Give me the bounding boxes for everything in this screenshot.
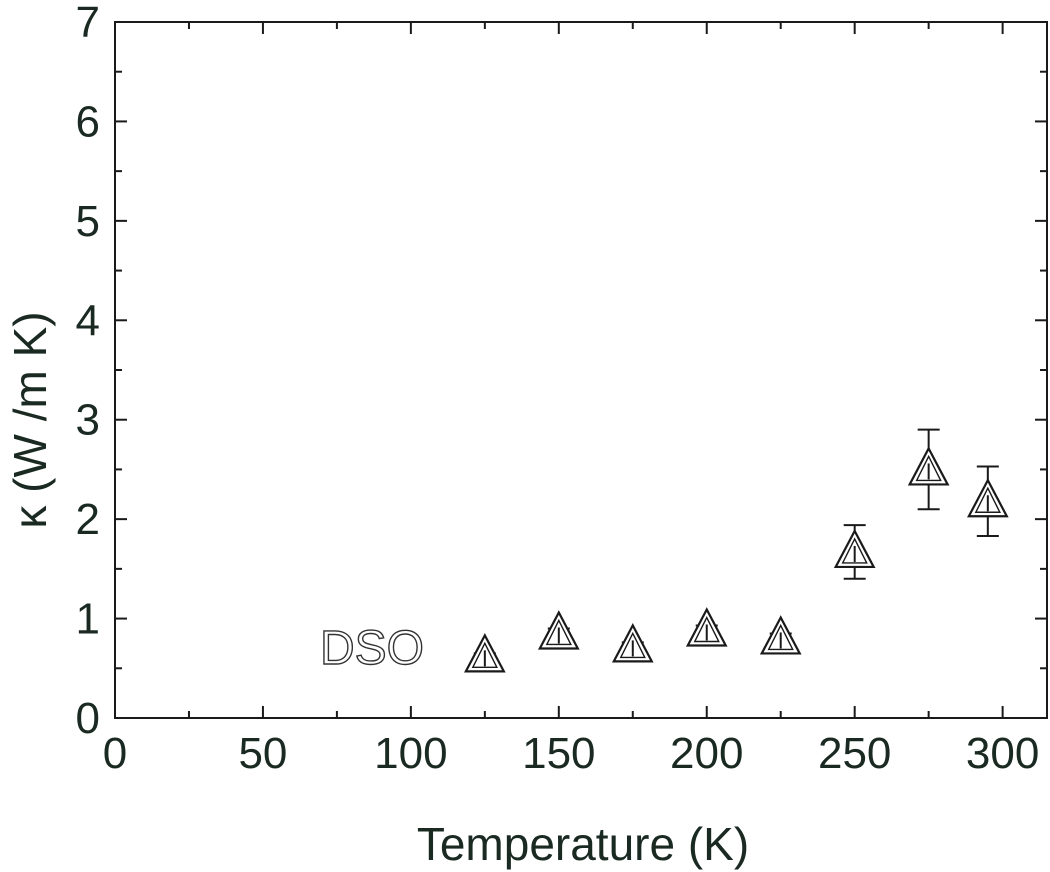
annotation-label: DSO xyxy=(320,622,424,675)
y-axis-title: κ (W /m K) xyxy=(4,311,56,528)
y-tick-label: 1 xyxy=(76,595,100,644)
y-tick-label: 6 xyxy=(76,97,100,146)
y-tick-label: 0 xyxy=(76,694,100,743)
y-tick-label: 2 xyxy=(76,495,100,544)
x-tick-label: 150 xyxy=(522,729,595,778)
plot-area: 0 50 100 150 200 250 300 0 1 2 3 4 5 6 7 xyxy=(76,0,1048,778)
y-tick-label: 5 xyxy=(76,197,100,246)
y-tick-label: 4 xyxy=(76,296,100,345)
y-tick-label: 3 xyxy=(76,396,100,445)
x-tick-label: 0 xyxy=(103,729,127,778)
y-tick-label: 7 xyxy=(76,0,100,47)
x-tick-label: 200 xyxy=(670,729,743,778)
axis-frame xyxy=(114,21,1048,719)
x-tick-label: 300 xyxy=(966,729,1039,778)
x-tick-label: 250 xyxy=(818,729,891,778)
data-marks xyxy=(464,428,1009,673)
ticks xyxy=(114,21,1047,719)
x-axis-title: Temperature (K) xyxy=(417,818,749,870)
tick-labels: 0 50 100 150 200 250 300 0 1 2 3 4 5 6 7 xyxy=(76,0,1040,778)
x-tick-label: 50 xyxy=(238,729,287,778)
x-tick-label: 100 xyxy=(374,729,447,778)
